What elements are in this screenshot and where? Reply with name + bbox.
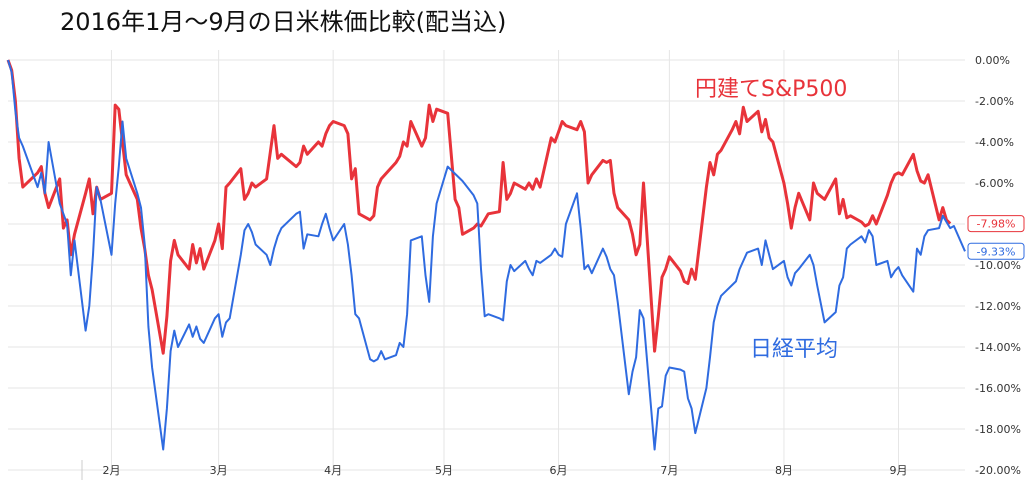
x-tick-label: 6月 (550, 464, 568, 477)
last-value-badge (967, 215, 1025, 233)
series-line (6, 59, 952, 355)
grid (8, 50, 965, 471)
series-label: 日経平均 (750, 337, 838, 362)
y-tick-label: 0.00% (975, 54, 1010, 67)
series-label: 円建てS&P500 (695, 77, 847, 102)
y-tick-label: -18.00% (975, 423, 1021, 436)
x-tick-label: 4月 (324, 464, 342, 477)
x-tick-label: 3月 (210, 464, 228, 477)
series-labels: 円建てS&P500 日経平均 (695, 77, 847, 362)
x-tick-label: 8月 (775, 464, 793, 477)
y-tick-label: -14.00% (975, 341, 1021, 354)
last-value-text: -7.98% (977, 218, 1016, 231)
x-tick-label: 5月 (435, 464, 453, 477)
y-tick-label: -12.00% (975, 300, 1021, 313)
series-line (7, 59, 966, 451)
x-axis: 2月 3月 4月 5月 6月 7月 8月 9月 (81, 460, 907, 480)
last-value-badges: -7.98% -9.33% (967, 215, 1025, 260)
last-value-badge (967, 242, 1025, 260)
x-tick-label: 7月 (660, 464, 678, 477)
y-tick-label: -16.00% (975, 382, 1021, 395)
y-tick-label: -6.00% (975, 177, 1014, 190)
x-tick-label: 2月 (102, 464, 120, 477)
x-tick-label: 9月 (889, 464, 907, 477)
last-value-text: -9.33% (977, 245, 1016, 258)
y-tick-label: -2.00% (975, 95, 1014, 108)
chart-title: 2016年1月〜9月の日米株価比較(配当込) (60, 8, 507, 36)
y-tick-label: -4.00% (975, 136, 1014, 149)
y-tick-label: -10.00% (975, 259, 1021, 272)
series-lines (6, 59, 966, 451)
y-axis: 0.00%-2.00%-4.00%-6.00%-8.00%-10.00%-12.… (975, 54, 1021, 477)
y-tick-label: -20.00% (975, 464, 1021, 477)
